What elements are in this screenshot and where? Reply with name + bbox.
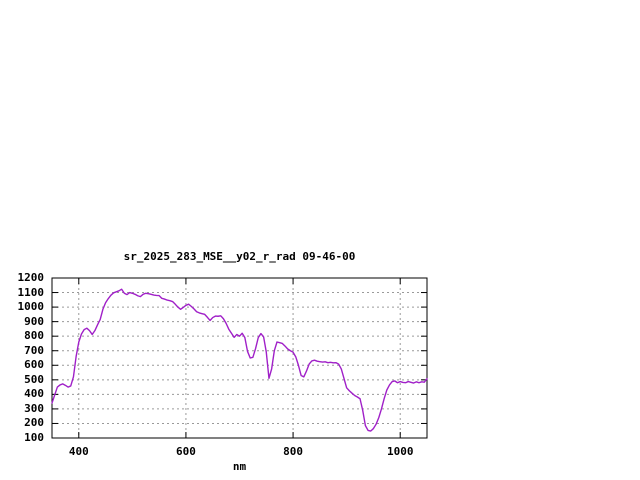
- x-axis-title: nm: [232, 460, 247, 473]
- y-tick-label: 400: [24, 387, 44, 401]
- y-tick-label: 1200: [17, 271, 45, 284]
- x-tick-label: 600: [175, 445, 196, 458]
- data-line: [51, 288, 428, 432]
- plot-border: [51, 277, 428, 439]
- y-tick-label: 900: [24, 314, 44, 328]
- x-tick-label: 800: [283, 445, 303, 458]
- y-tick-label: 600: [24, 358, 44, 372]
- x-tick-label: 400: [68, 445, 89, 458]
- y-tick-label: 500: [24, 372, 44, 386]
- x-tick-label: 1000: [386, 445, 414, 458]
- y-tick-label: 100: [24, 431, 44, 444]
- y-tick-label: 700: [24, 343, 44, 357]
- chart-title: sr_2025_283_MSE__y02_r_rad 09-46-00: [123, 250, 356, 263]
- y-tick-label: 1000: [17, 300, 45, 314]
- y-tick-label: 1100: [17, 285, 45, 299]
- y-tick-label: 200: [24, 416, 44, 430]
- y-tick-label: 800: [24, 329, 44, 343]
- y-tick-label: 300: [24, 401, 44, 415]
